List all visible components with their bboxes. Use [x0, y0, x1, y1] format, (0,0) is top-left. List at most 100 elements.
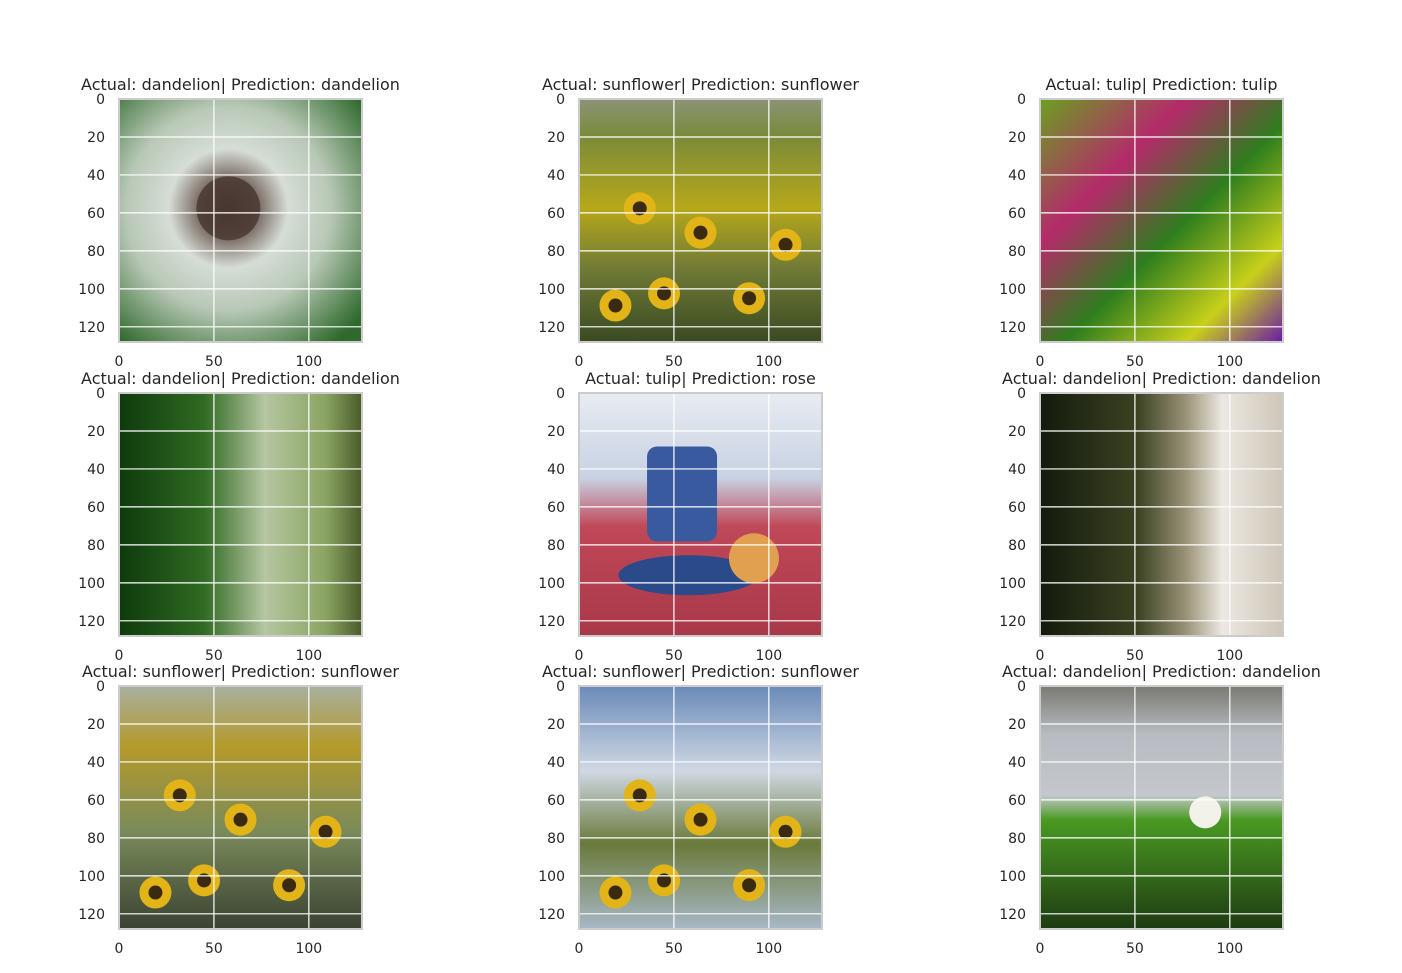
panel-frame	[1039, 685, 1284, 930]
y-tick-label: 100	[999, 869, 1026, 885]
y-tick-label: 20	[87, 130, 105, 146]
y-tick-label: 100	[78, 282, 105, 298]
y-tick-label: 20	[547, 130, 565, 146]
panel-2: 0 50 100 0 20 40 60 80 100 120 Actual: sunflower| …	[538, 75, 859, 370]
y-tick-label: 0	[1017, 386, 1026, 402]
y-tick-label: 20	[547, 424, 565, 440]
sunflower-center	[778, 237, 793, 252]
y-tick-label: 60	[1008, 500, 1026, 516]
panel-frame	[118, 98, 363, 343]
sunflower-center	[608, 885, 623, 900]
y-tick-label: 0	[556, 92, 565, 108]
x-tick-label: 100	[1216, 648, 1243, 664]
y-tick-label: 0	[556, 679, 565, 695]
panel-4: 0 50 100 0 20 40 60 80 100 120 Actual: dandelion| …	[78, 369, 400, 664]
y-tick-label: 100	[538, 869, 565, 885]
y-tick-label: 0	[96, 386, 105, 402]
x-tick-label: 0	[1036, 941, 1045, 957]
y-tick-label: 100	[78, 869, 105, 885]
sunflower-center	[657, 873, 672, 888]
panel-frame	[1039, 392, 1284, 637]
panel-frame	[578, 98, 823, 343]
sunflower-center	[657, 286, 672, 301]
sunflower-center	[778, 824, 793, 839]
y-tick-label: 60	[1008, 793, 1026, 809]
y-tick-label: 80	[547, 831, 565, 847]
x-tick-label: 50	[205, 941, 223, 957]
y-tick-label: 100	[999, 576, 1026, 592]
x-tick-label: 50	[665, 648, 683, 664]
panel-image	[1040, 393, 1283, 636]
y-tick-label: 40	[547, 755, 565, 771]
dandelion-center	[196, 176, 261, 241]
y-tick-label: 80	[1008, 244, 1026, 260]
y-tick-label: 20	[547, 717, 565, 733]
panel-image	[1040, 99, 1283, 342]
y-tick-label: 20	[1008, 424, 1026, 440]
panel-6: 0 50 100 0 20 40 60 80 100 120 Actual: dandelion| …	[999, 369, 1321, 664]
panel-9: 0 50 100 0 20 40 60 80 100 120 Actual: dandelion| …	[999, 662, 1321, 957]
panel-image	[119, 393, 362, 636]
panel-title: Actual: dandelion| Prediction: dandelion	[81, 369, 400, 388]
panel-frame	[578, 392, 823, 637]
x-tick-label: 50	[665, 941, 683, 957]
panel-title: Actual: sunflower| Prediction: sunflower	[542, 662, 859, 681]
y-tick-label: 20	[87, 424, 105, 440]
y-tick-label: 80	[1008, 831, 1026, 847]
x-tick-label: 100	[755, 648, 782, 664]
x-tick-label: 100	[295, 648, 322, 664]
y-tick-label: 40	[547, 168, 565, 184]
y-tick-label: 20	[87, 717, 105, 733]
x-tick-label: 0	[115, 941, 124, 957]
x-tick-label: 50	[205, 648, 223, 664]
sunflower-center	[742, 878, 757, 893]
x-tick-label: 0	[575, 648, 584, 664]
panel-1: 0 50 100 0 20 40 60 80 100 120 Actual: dandelion| …	[78, 75, 400, 370]
x-tick-label: 100	[1216, 354, 1243, 370]
y-tick-label: 60	[87, 500, 105, 516]
x-tick-label: 0	[115, 648, 124, 664]
panel-frame	[1039, 98, 1284, 343]
x-tick-label: 0	[115, 354, 124, 370]
y-tick-label: 40	[1008, 755, 1026, 771]
x-tick-label: 100	[295, 941, 322, 957]
y-tick-label: 60	[1008, 206, 1026, 222]
y-tick-label: 100	[538, 282, 565, 298]
y-tick-label: 60	[547, 793, 565, 809]
panel-frame	[118, 392, 363, 637]
y-tick-label: 40	[1008, 462, 1026, 478]
x-tick-label: 50	[665, 354, 683, 370]
x-tick-label: 0	[1036, 648, 1045, 664]
sunflower-center	[693, 812, 708, 827]
y-tick-label: 120	[999, 614, 1026, 630]
panel-7: 0 50 100 0 20 40 60 80 100 120 Actual: sunflower| …	[78, 662, 399, 957]
x-tick-label: 100	[1216, 941, 1243, 957]
sunflower-center	[282, 878, 297, 893]
y-tick-label: 60	[87, 793, 105, 809]
y-tick-label: 60	[87, 206, 105, 222]
sunflower-center	[233, 812, 248, 827]
panel-title: Actual: dandelion| Prediction: dandelion	[81, 75, 400, 94]
panel-8: 0 50 100 0 20 40 60 80 100 120 Actual: sunflower| …	[538, 662, 859, 957]
y-tick-label: 120	[538, 614, 565, 630]
x-tick-label: 50	[205, 354, 223, 370]
y-tick-label: 0	[96, 679, 105, 695]
y-tick-label: 120	[78, 320, 105, 336]
panel-title: Actual: tulip| Prediction: rose	[585, 369, 816, 388]
y-tick-label: 40	[547, 462, 565, 478]
y-tick-label: 120	[78, 614, 105, 630]
panel-5: 0 50 100 0 20 40 60 80 100 120 Actual: tulip| Pred…	[538, 369, 823, 664]
y-tick-label: 40	[1008, 168, 1026, 184]
y-tick-label: 80	[87, 831, 105, 847]
y-tick-label: 80	[547, 538, 565, 554]
dandelion-head	[1189, 796, 1222, 829]
y-tick-label: 100	[999, 282, 1026, 298]
sunflower-center	[742, 291, 757, 306]
panel-image	[1040, 686, 1283, 929]
x-tick-label: 0	[575, 354, 584, 370]
sunflower-center	[608, 298, 623, 313]
y-tick-label: 20	[1008, 130, 1026, 146]
panel-title: Actual: dandelion| Prediction: dandelion	[1002, 662, 1321, 681]
y-tick-label: 120	[538, 320, 565, 336]
